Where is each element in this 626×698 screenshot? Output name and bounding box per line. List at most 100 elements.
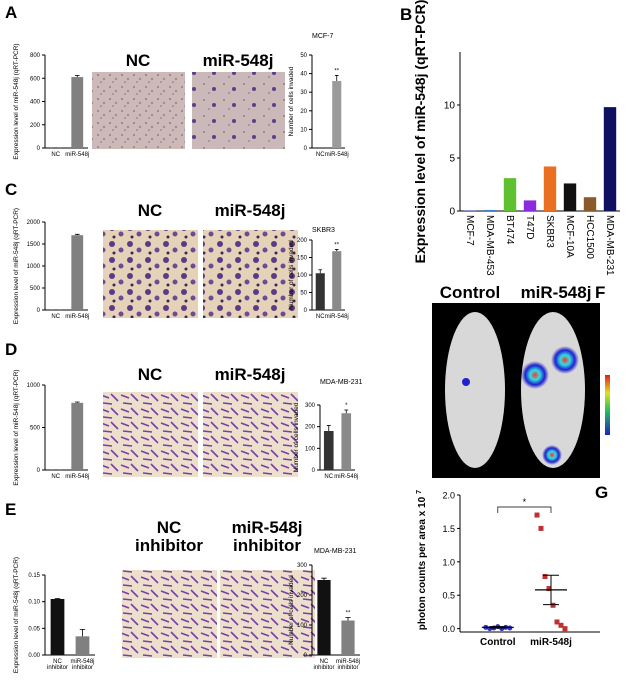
- y-tick-label: 0: [37, 146, 41, 152]
- image-label: NC: [126, 51, 151, 70]
- y-tick-label: 100: [297, 273, 308, 279]
- x-tick-label: NC: [51, 152, 60, 158]
- x-tick-label: miR-548j: [336, 659, 360, 665]
- y-tick-label: 10: [444, 101, 456, 112]
- error-bar: [543, 574, 559, 606]
- y-tick-label: 30: [300, 90, 307, 96]
- significance: **: [334, 68, 339, 74]
- x-tick-label: NC: [51, 474, 60, 480]
- bar: [563, 183, 577, 211]
- panel-letter: C: [5, 180, 17, 199]
- error-bar: [79, 629, 86, 637]
- significance: **: [346, 611, 351, 617]
- x-tick-label: SKBR3: [544, 215, 555, 248]
- x-tick-label: inhibitor: [337, 665, 358, 671]
- y-axis-label: Expression level of miR-548j (qRT-PCR): [412, 0, 428, 263]
- data-point: [538, 525, 544, 531]
- bar: [523, 200, 537, 211]
- error-bar: [334, 249, 339, 252]
- data-point: [550, 602, 556, 608]
- error-bar: [334, 75, 339, 82]
- data-point: [542, 574, 548, 580]
- error-bar: [489, 626, 506, 629]
- bar: [543, 166, 557, 211]
- signal: [462, 378, 470, 386]
- panel-letter: B: [400, 5, 412, 24]
- y-axis-label: Number of cells invaded: [293, 402, 300, 472]
- x-tick-label: T47D: [524, 215, 535, 239]
- bar: [463, 210, 477, 211]
- bar: [315, 273, 325, 310]
- color-scale: [605, 375, 610, 435]
- x-tick-label: miR-548j: [65, 152, 89, 158]
- y-tick-label: 1000: [27, 264, 41, 270]
- y-tick-label: 200: [297, 593, 308, 599]
- y-tick-label: 1.5: [442, 524, 455, 534]
- y-tick-label: 0.10: [28, 600, 40, 606]
- y-tick-label: 0.0: [442, 624, 455, 634]
- x-tick-label: NC: [324, 474, 333, 480]
- y-tick-label: 500: [30, 426, 41, 432]
- y-tick-label: 0: [449, 207, 455, 218]
- y-tick-label: 400: [30, 100, 41, 106]
- bar: [50, 599, 65, 655]
- x-tick-label: HCC1500: [584, 215, 595, 259]
- y-tick-label: 0: [312, 468, 316, 474]
- x-tick-label: miR-548j: [530, 637, 572, 648]
- x-tick-label: miR-548j: [325, 152, 349, 158]
- y-tick-label: 0: [304, 653, 308, 659]
- y-axis-label: photon counts per area x 10: [417, 496, 428, 630]
- y-tick-label: 50: [300, 291, 307, 297]
- y-tick-label: 200: [305, 425, 316, 431]
- x-tick-label: BT474: [504, 215, 515, 245]
- panel-letter: E: [5, 500, 16, 519]
- error-bar: [344, 409, 349, 414]
- chart-title: SKBR3: [312, 227, 335, 234]
- bar: [71, 77, 84, 148]
- error-bar: [326, 425, 331, 431]
- bar: [341, 413, 352, 470]
- chart-title: MCF-7: [312, 33, 333, 40]
- data-point: [558, 622, 564, 628]
- mouse: [445, 312, 505, 468]
- y-tick-label: 1000: [27, 383, 41, 389]
- bar: [603, 107, 617, 211]
- y-tick-label: 100: [305, 446, 316, 452]
- y-axis-label: Number of cells invaded: [288, 575, 295, 645]
- bar: [341, 620, 355, 655]
- y-tick-label: 200: [30, 123, 41, 129]
- x-tick-label: miR-548j: [65, 314, 89, 320]
- panel-letter: G: [595, 483, 608, 502]
- y-tick-label: 100: [297, 623, 308, 629]
- y-tick-label: 1500: [27, 242, 41, 248]
- y-tick-label: 300: [297, 563, 308, 569]
- data-point: [562, 626, 568, 632]
- micrograph: [103, 230, 198, 318]
- y-tick-label: 2000: [27, 220, 41, 226]
- error-bar: [345, 617, 351, 621]
- panel-letter: F: [595, 283, 605, 302]
- x-tick-label: MDA-MB-453: [484, 215, 495, 276]
- image-label: Control: [440, 283, 500, 302]
- micrograph: [192, 72, 285, 149]
- image-label: miR-548j: [203, 51, 274, 70]
- error-bar: [74, 74, 80, 78]
- panel-letter: A: [5, 3, 17, 22]
- y-tick-label: 1.0: [442, 557, 455, 567]
- y-tick-label: 0: [304, 308, 308, 314]
- y-tick-label: 200: [297, 238, 308, 244]
- bar: [323, 431, 334, 470]
- chart-title: MDA-MB-231: [320, 379, 363, 386]
- image-label: NC: [138, 201, 163, 220]
- y-tick-label: 600: [30, 76, 41, 82]
- x-tick-label: NC: [320, 659, 329, 665]
- micrograph: [220, 570, 315, 658]
- x-tick-label: miR-548j: [65, 474, 89, 480]
- y-tick-label: 0.05: [28, 626, 40, 632]
- error-bar: [318, 269, 323, 274]
- error-bar: [74, 401, 80, 403]
- signal: [521, 361, 549, 389]
- y-tick-label: 0: [37, 468, 41, 474]
- bar: [332, 81, 342, 148]
